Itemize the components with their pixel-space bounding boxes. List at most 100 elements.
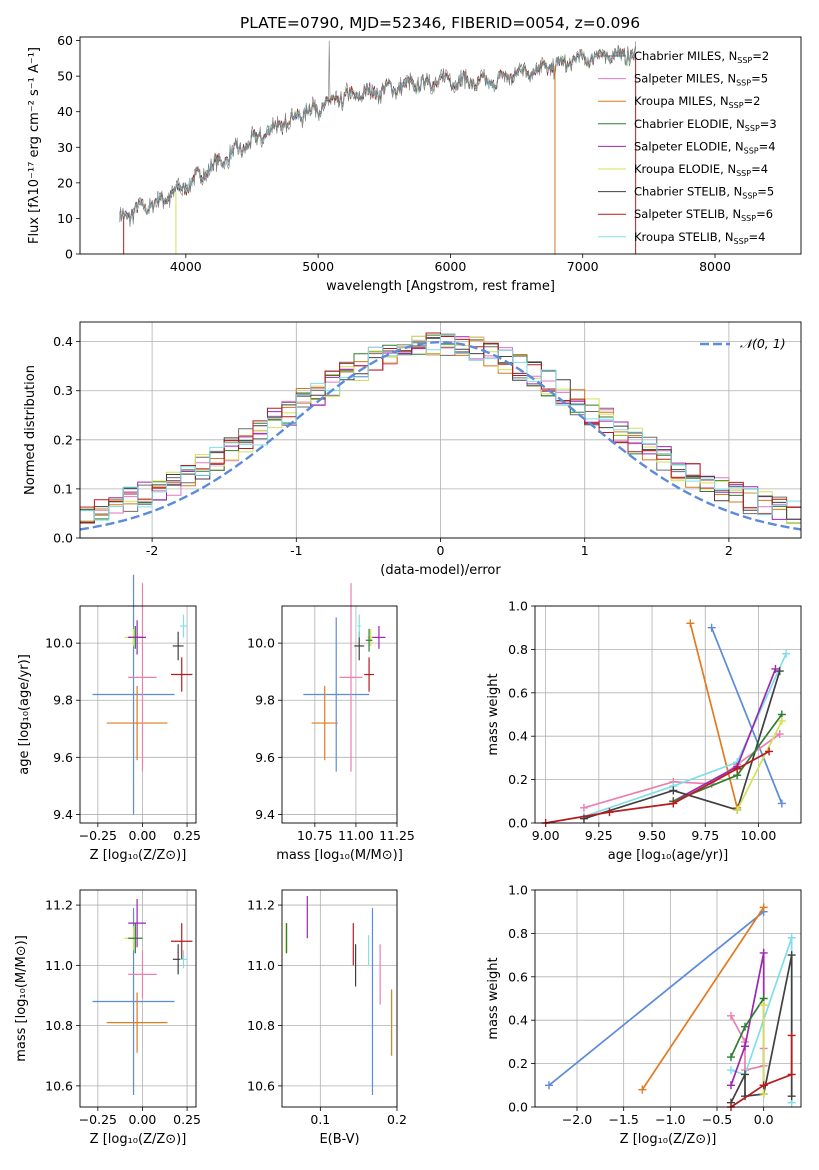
y-tick-label: 50 (57, 69, 73, 84)
weight-series-line (730, 998, 765, 1058)
legend-entry: Salpeter MILES, NSSP=5 (634, 72, 768, 88)
figure-title: PLATE=0790, MJD=52346, FIBERID=0054, z=0… (240, 14, 640, 32)
weight-marker (727, 1081, 735, 1090)
y-tick-label: 10.6 (247, 1078, 275, 1093)
x-tick-label: 11.00 (338, 828, 374, 843)
weight-marker (727, 1011, 735, 1020)
legend-value: =4 (749, 230, 766, 244)
model-spectrum-line (119, 47, 636, 223)
x-tick-label: 4000 (170, 259, 202, 274)
y-tick-label: 9.4 (255, 807, 275, 822)
weight-marker (787, 1031, 796, 1040)
weight-marker (741, 1022, 749, 1031)
y-tick-label: 0.0 (508, 816, 528, 831)
residual-histogram-panel: -2 -1 0 1 2 0.0 0.1 0.2 0.3 0.4 (data-model)/error… (23, 321, 802, 578)
y-tick-label: 0.6 (508, 685, 528, 700)
weight-marker (782, 649, 791, 658)
legend-subscript: SSP (736, 79, 751, 88)
histogram-step (80, 335, 801, 525)
weight-marker (605, 808, 614, 817)
weight-marker (545, 1081, 553, 1090)
y-tick-label: 0.2 (53, 432, 73, 447)
weight-marker (787, 933, 796, 942)
y-tick-label: 10.0 (45, 636, 73, 651)
observed-spectrum-line (119, 40, 636, 227)
weight-series-line (710, 627, 783, 804)
x-tick-label: −0.5 (702, 1112, 732, 1127)
y-axis-label: mass weight (486, 673, 501, 755)
y-tick-label: 0.1 (53, 481, 73, 496)
x-tick-label: -2 (146, 543, 158, 558)
model-spectrum-line (119, 46, 636, 222)
y-tick-label: 0.4 (508, 1013, 528, 1028)
x-tick-label: 0.00 (129, 828, 157, 843)
legend-value: =4 (759, 139, 776, 153)
y-tick-label: 0.4 (508, 729, 528, 744)
legend-entry: Chabrier STELIB, NSSP=5 (634, 185, 774, 201)
x-tick-label: 1 (581, 543, 589, 558)
x-tick-label: 10.75 (297, 828, 333, 843)
axes-frame (281, 889, 398, 1108)
weight-series-line (641, 906, 765, 1091)
weight-marker (669, 799, 678, 808)
y-axis-label: mass [log₁₀(M/M⊙)] (14, 935, 29, 1062)
weight-series-line (548, 911, 765, 1086)
y-axis-label: age [log₁₀(age/yr)] (17, 654, 32, 775)
x-tick-label: 11.25 (379, 828, 415, 843)
weight-series-line (672, 713, 783, 803)
y-tick-label: 0.6 (508, 969, 528, 984)
legend-entry: Salpeter ELODIE, NSSP=4 (634, 139, 776, 155)
x-tick-label: 0.25 (173, 828, 201, 843)
weight-marker (686, 619, 695, 628)
y-tick-label: 30 (57, 140, 73, 155)
x-tick-label: 6000 (435, 259, 467, 274)
y-tick-label: 9.6 (255, 750, 275, 765)
y-tick-label: 0.2 (508, 1056, 528, 1071)
weight-marker (669, 786, 678, 795)
x-tick-label: 0.25 (173, 1112, 201, 1127)
legend-value: =2 (752, 49, 769, 63)
weight-marker (759, 1081, 768, 1090)
model-spectrum-line (119, 46, 636, 222)
legend-subscript: SSP (737, 56, 752, 65)
model-spectrum-line (119, 46, 636, 223)
x-tick-label: 9.25 (585, 828, 613, 843)
x-axis-label: mass [log₁₀(M/M⊙)] (276, 848, 403, 863)
y-tick-label: 10 (57, 211, 73, 226)
y-tick-label: 9.8 (255, 693, 275, 708)
x-axis-label: age [log₁₀(age/yr)] (608, 848, 729, 863)
y-tick-label: 60 (57, 33, 73, 48)
x-axis-label: (data-model)/error (380, 563, 501, 578)
weight-marker (727, 1066, 735, 1075)
weight-marker (579, 803, 588, 812)
x-tick-label: 9.75 (691, 828, 719, 843)
weight-marker (759, 1001, 768, 1010)
weight-marker (777, 799, 786, 808)
legend-value: =5 (757, 185, 774, 199)
legend-value: =4 (751, 162, 768, 176)
y-tick-label: 1.0 (508, 883, 528, 898)
weight-marker (707, 623, 716, 632)
y-tick-label: 1.0 (508, 599, 528, 614)
x-tick-label: 0.0 (754, 1112, 774, 1127)
legend-entry: Chabrier MILES, NSSP=2 (634, 49, 769, 65)
legend-value: =5 (751, 72, 768, 86)
y-tick-label: 0.2 (508, 772, 528, 787)
y-axis-label: Normed distribution (23, 365, 38, 495)
weight-marker (777, 717, 786, 726)
x-axis-label: E(B-V) (319, 1132, 359, 1147)
weight-marker (771, 664, 780, 673)
legend-entry: Kroupa MILES, NSSP=2 (634, 94, 760, 110)
weight-series-line (689, 623, 739, 809)
y-tick-label: 40 (57, 104, 73, 119)
legend-subscript: SSP (729, 101, 744, 110)
x-tick-label: 2 (725, 543, 733, 558)
y-tick-label: 9.4 (53, 807, 73, 822)
x-tick-label: 9.00 (532, 828, 560, 843)
weight-marker (741, 1042, 749, 1051)
spectrum-panel: 4000 5000 6000 7000 8000 0 10 20 30 40 50 60 wavelen… (27, 33, 802, 294)
y-tick-label: 11.2 (247, 898, 275, 913)
x-tick-label: 0.1 (310, 1112, 330, 1127)
y-tick-label: 0.3 (53, 383, 73, 398)
